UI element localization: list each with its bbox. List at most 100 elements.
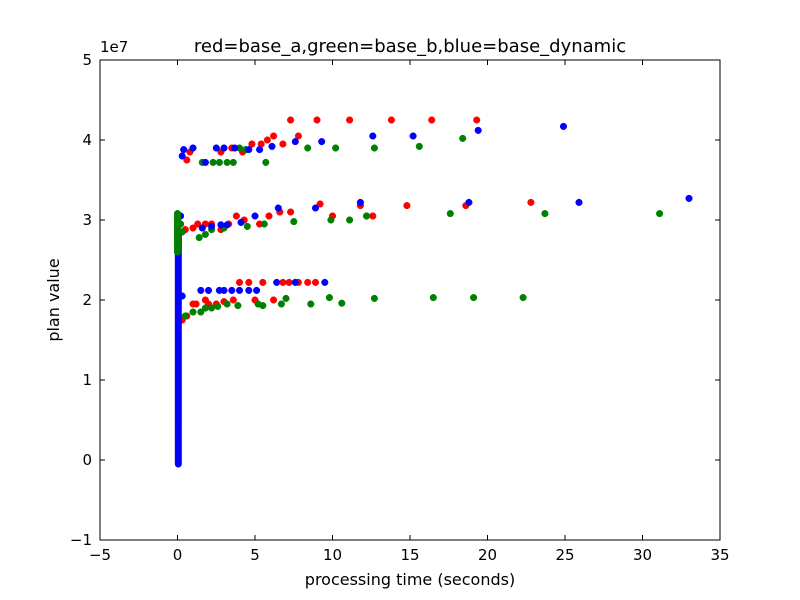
red-series-point <box>270 132 278 140</box>
blue-series-point <box>197 286 205 294</box>
blue-series-point <box>231 144 239 152</box>
red-series-point <box>259 278 267 286</box>
blue-series-point <box>237 218 245 226</box>
blue-series-point <box>273 278 281 286</box>
blue-series-point <box>180 146 188 154</box>
blue-series-point <box>291 278 299 286</box>
green-series-point <box>260 220 268 228</box>
green-series-point <box>197 308 205 316</box>
blue-series-point <box>178 152 186 160</box>
red-series-point <box>369 212 377 220</box>
green-series-point <box>304 144 312 152</box>
green-series-point <box>519 294 527 302</box>
x-tick-label: −5 <box>89 546 111 564</box>
green-series-point <box>307 300 315 308</box>
blue-series-point <box>474 126 482 134</box>
green-series-point <box>541 210 549 218</box>
red-series-point <box>263 136 271 144</box>
red-series-point <box>403 202 411 210</box>
x-axis-label: processing time (seconds) <box>305 570 515 589</box>
green-series-point <box>262 158 270 166</box>
blue-series-point <box>217 221 225 229</box>
blue-series-point <box>228 286 236 294</box>
green-series-point <box>209 158 217 166</box>
x-tick-label: 25 <box>555 546 574 564</box>
green-series-point <box>290 218 298 226</box>
red-series-point <box>189 224 197 232</box>
x-tick-label: 30 <box>633 546 652 564</box>
x-tick-label: 0 <box>173 546 183 564</box>
blue-series-point <box>311 204 320 212</box>
x-tick-label: 5 <box>250 546 260 564</box>
red-series-point <box>473 116 481 124</box>
blue-series-point <box>318 138 326 146</box>
y-tick-label: 5 <box>82 51 92 69</box>
blue-series-point <box>235 286 244 294</box>
red-series-point <box>232 212 240 220</box>
green-series-point <box>189 308 197 316</box>
red-series-point <box>287 116 295 124</box>
red-series-point <box>265 212 273 220</box>
green-series-point <box>429 294 437 302</box>
red-series-point <box>313 116 321 124</box>
x-tick-label: 15 <box>400 546 419 564</box>
red-series-point <box>428 116 436 124</box>
blue-series-point <box>291 138 299 146</box>
red-series-point <box>287 208 295 216</box>
green-series-point <box>277 300 285 308</box>
blue-series-point <box>198 224 206 232</box>
y-tick-label: −1 <box>70 531 92 549</box>
plot-area-frame <box>99 59 721 541</box>
y-tick-label: 2 <box>82 291 92 309</box>
green-series-point <box>259 302 267 310</box>
green-series-point <box>327 216 335 224</box>
red-series-point <box>311 278 320 286</box>
x-tick-label: 35 <box>710 546 729 564</box>
green-series-point <box>325 294 333 302</box>
red-series-point <box>229 296 237 304</box>
blue-series-point <box>321 278 329 286</box>
green-series-point <box>370 294 378 302</box>
blue-series-point <box>356 198 364 206</box>
green-series-point <box>459 134 467 142</box>
blue-series-point <box>465 198 473 206</box>
blue-series-point <box>220 286 228 294</box>
green-series-point <box>181 312 189 320</box>
blue-series-point <box>274 204 282 212</box>
green-series-point <box>223 158 231 166</box>
blue-series-point <box>268 142 276 150</box>
blue-series-point <box>204 286 213 294</box>
red-series-point <box>248 140 256 148</box>
blue-series-point <box>245 286 253 294</box>
red-series-point <box>235 278 244 286</box>
chart-title: red=base_a,green=base_b,blue=base_dynami… <box>194 36 626 57</box>
blue-series-point <box>559 122 568 130</box>
blue-series-point <box>212 144 220 152</box>
blue-series-point <box>685 194 693 202</box>
x-tick-label: 20 <box>478 546 497 564</box>
blue-series-point <box>253 286 261 294</box>
blue-series-point <box>256 146 264 154</box>
red-series-point <box>279 278 287 286</box>
blue-series-point <box>189 144 197 152</box>
green-series-point <box>214 302 222 310</box>
red-series-point <box>387 116 395 124</box>
y-tick-label: 1 <box>82 371 92 389</box>
green-series-point <box>470 294 478 302</box>
green-series-point <box>370 144 378 152</box>
y-offset-label: 1e7 <box>100 38 128 56</box>
green-series-point <box>229 158 237 166</box>
green-series-point <box>446 210 454 218</box>
green-series-point <box>332 144 340 152</box>
blue-series-point <box>575 198 583 206</box>
red-series-point <box>270 296 278 304</box>
y-tick-label: 3 <box>82 211 92 229</box>
green-series-point <box>338 299 346 307</box>
green-series-point <box>415 142 423 150</box>
data-points <box>173 116 693 468</box>
y-axis-ticks: −1 0 1 2 3 4 5 <box>70 51 720 549</box>
green-series-point <box>201 304 209 312</box>
red-series-point <box>279 140 287 148</box>
blue-series-point <box>369 132 377 140</box>
